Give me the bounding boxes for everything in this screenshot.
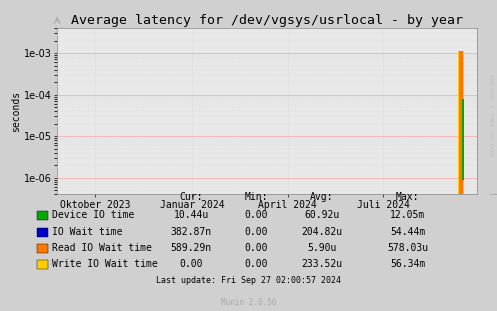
Text: Last update: Fri Sep 27 02:00:57 2024: Last update: Fri Sep 27 02:00:57 2024 <box>156 276 341 285</box>
Y-axis label: seconds: seconds <box>11 91 21 132</box>
Text: 0.00: 0.00 <box>244 210 268 220</box>
Bar <box>458 51 464 194</box>
Text: Avg:: Avg: <box>310 192 334 202</box>
Text: 0.00: 0.00 <box>244 243 268 253</box>
Text: 204.82u: 204.82u <box>302 227 342 237</box>
Text: Min:: Min: <box>244 192 268 202</box>
Text: 56.34m: 56.34m <box>390 259 425 269</box>
Text: 12.05m: 12.05m <box>390 210 425 220</box>
Text: Cur:: Cur: <box>179 192 203 202</box>
Text: Max:: Max: <box>396 192 419 202</box>
Title: Average latency for /dev/vgsys/usrlocal - by year: Average latency for /dev/vgsys/usrlocal … <box>71 14 463 27</box>
Text: 382.87n: 382.87n <box>171 227 212 237</box>
Text: 578.03u: 578.03u <box>387 243 428 253</box>
Text: RRDTOOL / TOBI OETIKER: RRDTOOL / TOBI OETIKER <box>489 74 494 156</box>
Text: 10.44u: 10.44u <box>174 210 209 220</box>
Text: 5.90u: 5.90u <box>307 243 337 253</box>
Text: Read IO Wait time: Read IO Wait time <box>52 243 152 253</box>
Bar <box>459 51 463 194</box>
Text: Write IO Wait time: Write IO Wait time <box>52 259 158 269</box>
Bar <box>462 99 464 180</box>
Text: Device IO time: Device IO time <box>52 210 134 220</box>
Text: 60.92u: 60.92u <box>305 210 339 220</box>
Text: 233.52u: 233.52u <box>302 259 342 269</box>
Text: IO Wait time: IO Wait time <box>52 227 122 237</box>
Text: Munin 2.0.56: Munin 2.0.56 <box>221 298 276 307</box>
Text: 0.00: 0.00 <box>244 227 268 237</box>
Text: 0.00: 0.00 <box>179 259 203 269</box>
Text: 589.29n: 589.29n <box>171 243 212 253</box>
Text: 0.00: 0.00 <box>244 259 268 269</box>
Text: 54.44m: 54.44m <box>390 227 425 237</box>
Bar <box>462 161 463 180</box>
